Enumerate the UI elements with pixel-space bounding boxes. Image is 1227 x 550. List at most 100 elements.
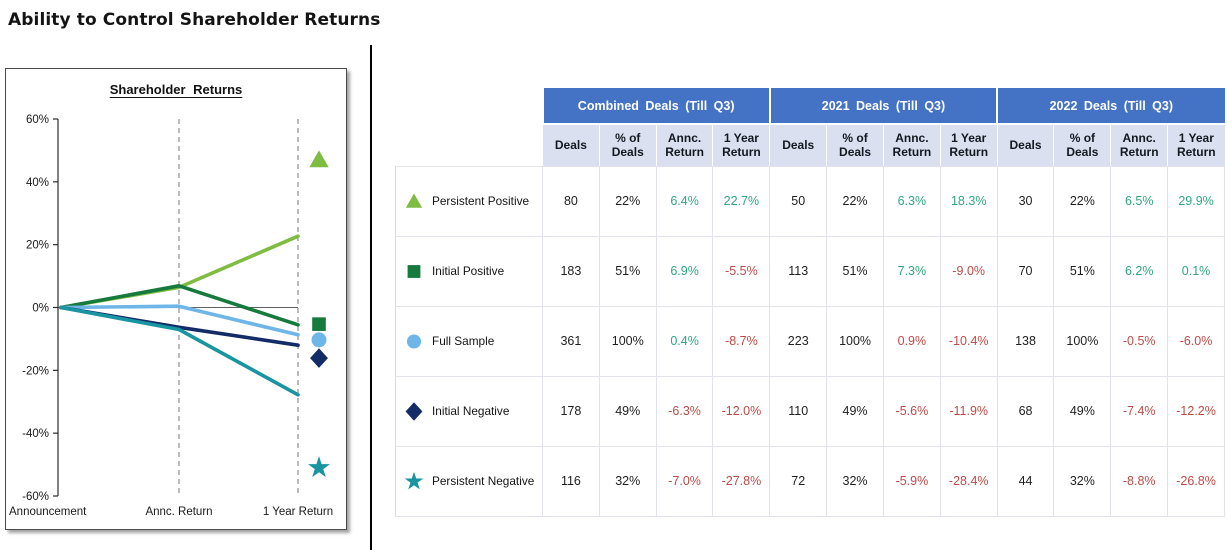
row-label-cell: Persistent Positive [395,165,543,237]
page-title: Ability to Control Shareholder Returns [8,10,381,30]
table-cell: 100% [826,306,884,377]
x-category-label: 1 Year Return [263,506,333,518]
square-marker [312,317,326,331]
table-cell: 29.9% [1167,165,1225,237]
table-cell: -11.9% [940,376,998,447]
table-cell: 44 [997,446,1055,517]
table-cell: -26.8% [1167,446,1225,517]
vertical-divider [370,45,372,550]
table-cell: -7.4% [1110,376,1169,447]
triangle-marker [309,150,329,168]
table-cell: -5.6% [883,376,941,447]
table-row: Persistent Positive 80 22% 6.4% 22.7% 50 22% 6.… [395,165,1225,237]
group-header-row: Combined Deals (Till Q3) 2021 Deals (Til… [395,88,1225,125]
table-cell: 6.3% [883,165,941,237]
table-cell: 110 [769,376,828,447]
star-marker [404,471,424,490]
table-row: Initial Negative 178 49% -6.3% -12.0% 110 49% -… [395,376,1225,447]
table-cell: 100% [1053,306,1112,377]
row-label: Persistent Negative [432,474,535,488]
x-category-label: Announcement [9,506,87,518]
table-cell: 32% [826,446,884,517]
table-cell: -10.4% [940,306,998,377]
col-header-annc-return: Annc. Return [882,124,941,167]
table-cell: -6.3% [656,376,714,447]
table-row: Initial Positive 183 51% 6.9% -5.5% 113 51% 7.3… [395,236,1225,307]
circle-marker [311,332,327,348]
table-cell: -5.9% [883,446,941,517]
table-cell: 51% [826,236,884,307]
returns-table-wrap: Combined Deals (Till Q3) 2021 Deals (Til… [395,88,1225,517]
table-cell: -8.8% [1110,446,1169,517]
table-cell: -6.0% [1167,306,1225,377]
table-cell: 49% [599,376,657,447]
triangle-marker [405,193,423,208]
table-cell: 7.3% [883,236,941,307]
table-cell: 70 [997,236,1055,307]
series-line-square [59,284,300,327]
table-cell: 0.1% [1167,236,1225,307]
table-cell: 223 [769,306,828,377]
triangle-icon [405,193,423,208]
col-header-pct-deals: % of Deals [826,124,884,167]
col-header-deals: Deals [996,124,1054,167]
returns-table: Combined Deals (Till Q3) 2021 Deals (Til… [395,88,1225,517]
row-label: Initial Positive [432,264,505,278]
row-label-cell: Full Sample [395,306,543,377]
table-cell: 22% [1053,165,1112,237]
table-cell: 49% [1053,376,1112,447]
table-cell: 0.4% [656,306,714,377]
table-cell: 22% [599,165,657,237]
corner-cell [395,88,543,124]
star-icon [404,471,424,490]
shareholder-returns-chart: 60% 40% 20% 0% -20% -40% -60% Announcement Annc.… [9,114,333,518]
col-header-pct-deals: % of Deals [598,124,657,167]
y-tick-label: 60% [26,114,49,126]
table-cell: -28.4% [940,446,998,517]
col-header-deals: Deals [769,124,827,167]
y-tick-label: 20% [26,240,49,252]
table-row: Persistent Negative 116 32% -7.0% -27.8% 72 32… [395,446,1225,517]
row-label-cell: Initial Negative [395,376,543,447]
col-header-1yr-return: 1 Year Return [939,124,998,167]
group-header-combined: Combined Deals (Till Q3) [541,88,770,125]
y-tick-label: -40% [22,428,49,440]
table-cell: 100% [599,306,657,377]
col-header-1yr-return: 1 Year Return [1167,124,1225,167]
table-cell: 138 [997,306,1055,377]
table-cell: 32% [599,446,657,517]
col-header-deals: Deals [542,124,600,167]
corner-cell [395,124,543,166]
row-label: Initial Negative [432,404,510,418]
table-cell: -27.8% [712,446,771,517]
diamond-marker [310,348,328,368]
series-line-circle [59,304,300,337]
table-cell: 113 [769,236,828,307]
circle-icon [406,334,422,349]
y-tick-label: -60% [22,491,49,503]
row-label: Persistent Positive [432,194,530,208]
table-cell: 22.7% [712,165,771,237]
group-header-2021: 2021 Deals (Till Q3) [768,88,998,125]
y-tick-label: -20% [22,365,49,377]
table-cell: -8.7% [712,306,771,377]
chart-title: Shareholder Returns [109,82,243,97]
col-header-1yr-return: 1 Year Return [712,124,770,167]
table-cell: 51% [1053,236,1112,307]
group-header-2022: 2022 Deals (Till Q3) [996,88,1225,125]
table-cell: -0.5% [1110,306,1169,377]
col-header-annc-return: Annc. Return [1110,124,1168,167]
table-cell: -12.0% [712,376,771,447]
diamond-marker [405,402,423,421]
table-cell: 32% [1053,446,1112,517]
table-cell: 68 [997,376,1055,447]
table-cell: 22% [826,165,884,237]
table-cell: -9.0% [940,236,998,307]
col-header-annc-return: Annc. Return [655,124,713,167]
table-cell: 6.2% [1110,236,1169,307]
square-marker [407,265,421,278]
row-label: Full Sample [432,334,495,348]
table-cell: 30 [997,165,1055,237]
table-cell: 49% [826,376,884,447]
